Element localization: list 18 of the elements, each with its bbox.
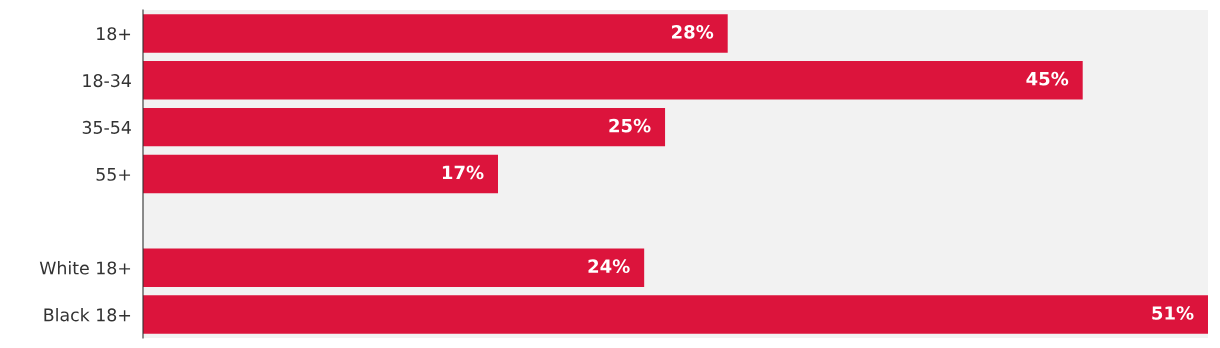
y-tick-label: 18+ (97, 27, 131, 41)
y-tick-label: 35-54 (82, 120, 131, 134)
bar (143, 248, 645, 287)
y-tick-label: 55+ (96, 167, 131, 181)
data-label: 24% (588, 259, 630, 273)
bar (143, 14, 728, 53)
data-label: 17% (442, 165, 484, 180)
bar (143, 295, 1208, 334)
data-label: 51% (1152, 306, 1194, 320)
bar (143, 154, 498, 194)
y-tick-label: 18-34 (83, 74, 131, 88)
data-label: 25% (609, 118, 651, 133)
bar (143, 61, 1083, 100)
data-label: 45% (1026, 71, 1069, 86)
y-tick-label: Black 18+ (44, 307, 131, 322)
data-label: 28% (672, 25, 714, 39)
bar (143, 107, 666, 147)
y-tick-label: White 18+ (39, 261, 131, 275)
